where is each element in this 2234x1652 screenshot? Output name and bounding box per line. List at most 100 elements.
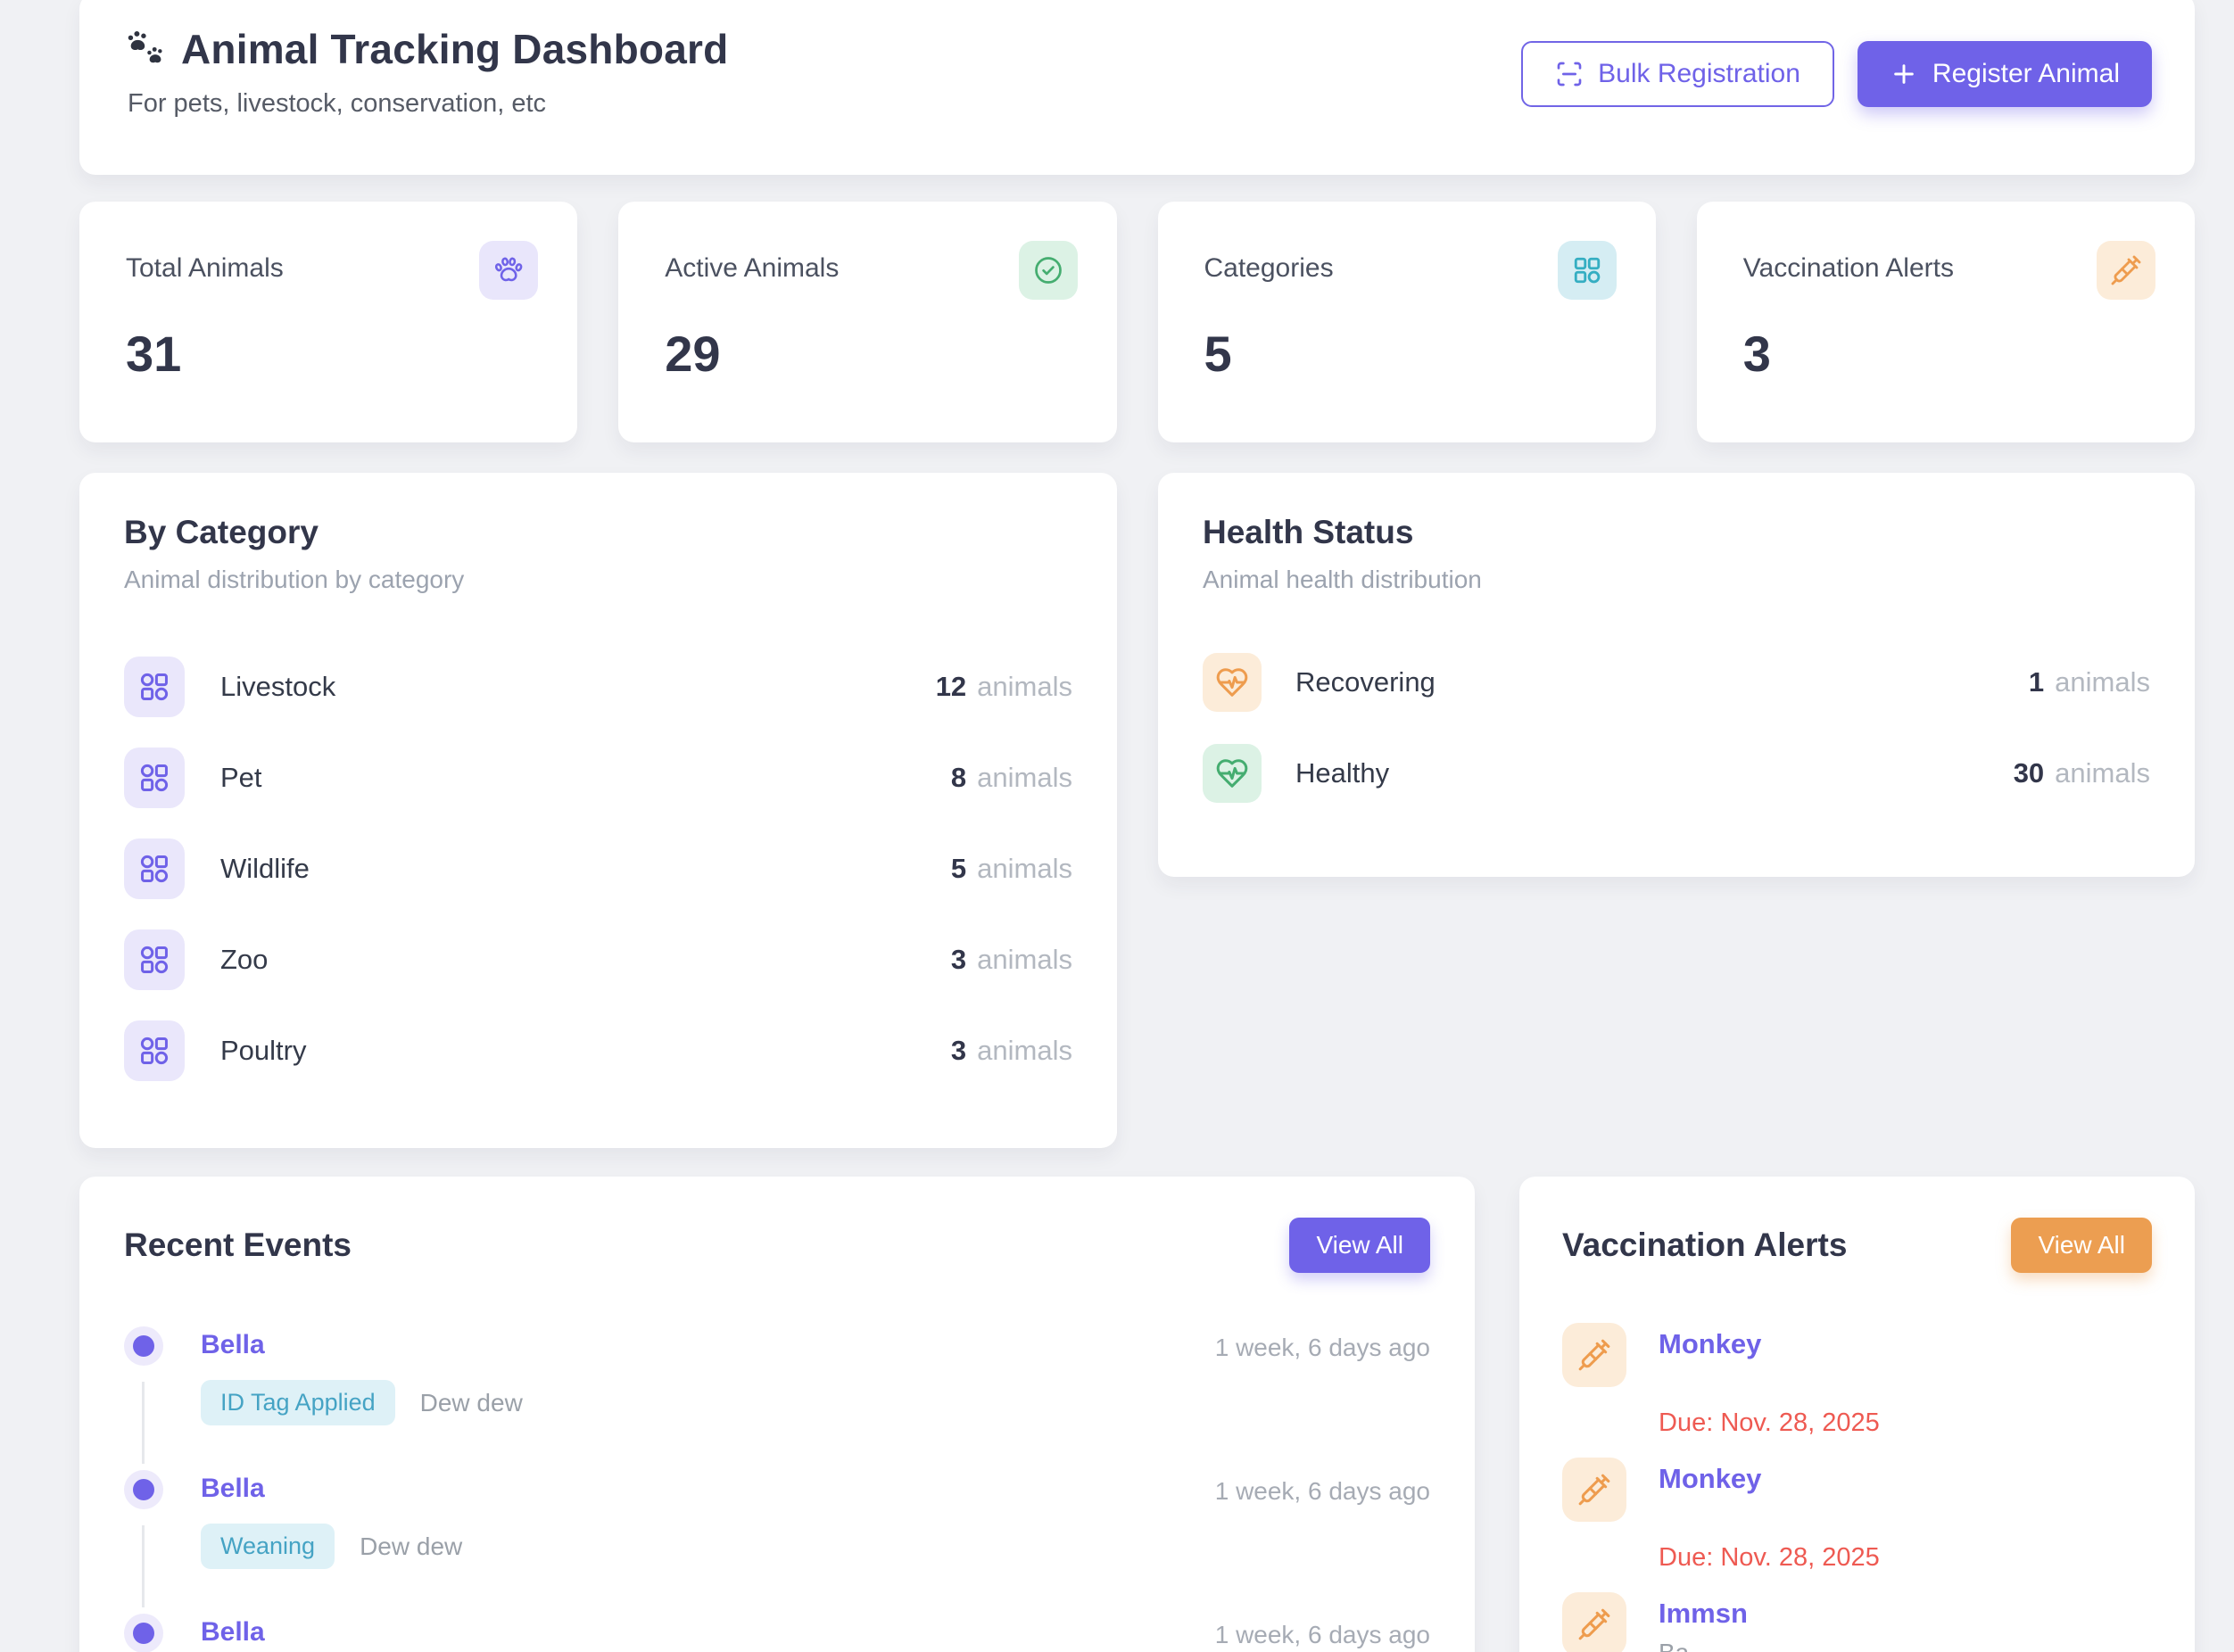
register-animal-button[interactable]: Register Animal: [1857, 41, 2152, 107]
timeline-connector: [142, 1382, 145, 1464]
event-row: Bella Medical Treatment Dew dew 1 week, …: [124, 1617, 1430, 1652]
event-type-badge: ID Tag Applied: [201, 1380, 395, 1425]
category-row-poultry: Poultry 3 animals: [124, 1020, 1072, 1081]
event-description: Dew dew: [419, 1388, 523, 1417]
stat-value: 29: [665, 326, 721, 382]
stat-value: 31: [126, 326, 182, 382]
vaccination-alerts-card: Vaccination Alerts View All Monkey Due: …: [1519, 1177, 2195, 1652]
stat-label: Active Animals: [665, 253, 840, 283]
stat-value: 3: [1742, 326, 1771, 382]
stat-label: Vaccination Alerts: [1742, 253, 1954, 283]
alert-body: Monkey Due: Nov. 28, 2025: [1659, 1458, 1880, 1573]
syringe-icon: [1562, 1458, 1626, 1522]
event-body: Bella ID Tag Applied Dew dew: [201, 1330, 1215, 1425]
category-count: 8: [950, 762, 967, 793]
health-status-card: Health Status Animal health distribution…: [1158, 473, 2195, 877]
categories-icon: [124, 748, 185, 808]
event-timestamp: 1 week, 6 days ago: [1214, 1477, 1430, 1505]
alert-description: [1659, 1369, 1880, 1401]
health-status-list: Recovering 1 animals Healthy 30 animals: [1203, 653, 2150, 803]
alert-row: Monkey Due: Nov. 28, 2025: [1562, 1458, 2152, 1573]
paw-icon: [479, 241, 539, 300]
event-animal-link[interactable]: Bella: [201, 1330, 265, 1359]
health-unit: animals: [2055, 666, 2150, 698]
by-category-title: By Category: [124, 514, 319, 550]
event-row: Bella Weaning Dew dew 1 week, 6 days ago: [124, 1474, 1430, 1607]
stat-value: 5: [1204, 326, 1232, 382]
category-count: 12: [935, 671, 967, 702]
event-dot-icon: [133, 1623, 154, 1644]
syringe-icon: [1562, 1323, 1626, 1387]
health-status-title: Health Status: [1203, 514, 1414, 550]
syringe-icon: [1562, 1592, 1626, 1652]
category-count: 3: [950, 1035, 967, 1066]
bulk-registration-button[interactable]: Bulk Registration: [1521, 41, 1834, 107]
event-timestamp: 1 week, 6 days ago: [1214, 1334, 1430, 1361]
stat-label: Total Animals: [126, 253, 284, 283]
category-label: Poultry: [220, 1035, 307, 1066]
stat-label: Categories: [1204, 253, 1334, 283]
category-unit: animals: [977, 671, 1072, 702]
event-animal-link[interactable]: Bella: [201, 1474, 265, 1503]
category-label: Zoo: [220, 944, 269, 975]
alert-row: Monkey Due: Nov. 28, 2025: [1562, 1323, 2152, 1438]
alert-description: [1659, 1504, 1880, 1536]
category-unit: animals: [977, 1035, 1072, 1066]
timeline-connector: [142, 1525, 145, 1607]
alert-animal-link[interactable]: Immsn: [1659, 1598, 1748, 1629]
event-list: Bella ID Tag Applied Dew dew 1 week, 6 d…: [124, 1330, 1430, 1652]
scan-line-icon: [1557, 62, 1582, 87]
event-animal-link[interactable]: Bella: [201, 1617, 265, 1647]
page-subtitle: For pets, livestock, conservation, etc: [128, 89, 547, 118]
event-description: Dew dew: [360, 1532, 463, 1560]
health-count: 30: [2013, 757, 2045, 789]
category-list: Livestock 12 animals Pet 8 animals Wildl…: [124, 657, 1072, 1081]
heart-pulse-icon: [1203, 744, 1262, 803]
recent-events-title: Recent Events: [124, 1227, 352, 1263]
alert-row: Immsn Ba: [1562, 1592, 2152, 1652]
alert-body: Monkey Due: Nov. 28, 2025: [1659, 1323, 1880, 1438]
event-row: Bella ID Tag Applied Dew dew 1 week, 6 d…: [124, 1330, 1430, 1464]
header-text-block: Animal Tracking Dashboard For pets, live…: [126, 25, 728, 119]
categories-icon: [124, 657, 185, 717]
by-category-subtitle: Animal distribution by category: [124, 566, 465, 593]
category-row-zoo: Zoo 3 animals: [124, 929, 1072, 990]
categories-icon: [124, 838, 185, 899]
category-label: Wildlife: [220, 853, 310, 884]
bulk-registration-label: Bulk Registration: [1598, 59, 1800, 88]
heart-pulse-icon: [1203, 653, 1262, 712]
vaccination-alerts-title: Vaccination Alerts: [1562, 1227, 1848, 1263]
paw-prints-icon: [128, 30, 162, 63]
category-unit: animals: [977, 944, 1072, 975]
register-animal-label: Register Animal: [1932, 59, 2120, 88]
category-label: Livestock: [220, 671, 336, 702]
alert-animal-link[interactable]: Monkey: [1659, 1463, 1762, 1494]
alert-list: Monkey Due: Nov. 28, 2025 Monkey Due: No…: [1562, 1323, 2152, 1652]
stat-card-vaccination-alerts: Vaccination Alerts 3: [1696, 202, 2195, 442]
category-row-wildlife: Wildlife 5 animals: [124, 838, 1072, 899]
event-body: Bella Medical Treatment Dew dew: [201, 1617, 1215, 1652]
recent-events-view-all-button[interactable]: View All: [1289, 1218, 1430, 1273]
alert-body: Immsn Ba: [1659, 1592, 1748, 1652]
stat-card-total-animals: Total Animals 31: [79, 202, 578, 442]
health-label: Healthy: [1295, 757, 1390, 789]
categories-icon: [124, 1020, 185, 1081]
stat-card-categories: Categories 5: [1157, 202, 1656, 442]
recent-events-card: Recent Events View All Bella ID Tag Appl…: [79, 1177, 1475, 1652]
stat-card-active-animals: Active Animals 29: [618, 202, 1117, 442]
event-timestamp: 1 week, 6 days ago: [1214, 1621, 1430, 1648]
vaccination-alerts-view-all-button[interactable]: View All: [2011, 1218, 2152, 1273]
alert-animal-link[interactable]: Monkey: [1659, 1328, 1762, 1359]
page-title: Animal Tracking Dashboard: [181, 26, 729, 72]
health-unit: animals: [2055, 757, 2150, 789]
event-dot-icon: [133, 1479, 154, 1500]
event-dot-icon: [133, 1335, 154, 1357]
by-category-card: By Category Animal distribution by categ…: [79, 473, 1117, 1148]
stats-row: Total Animals 31 Active Animals 29 Categ…: [79, 202, 2195, 442]
dashboard-page: Animal Tracking Dashboard For pets, live…: [79, 0, 2195, 1652]
category-row-livestock: Livestock 12 animals: [124, 657, 1072, 717]
alert-due-date: Due: Nov. 28, 2025: [1659, 1408, 1880, 1437]
health-status-subtitle: Animal health distribution: [1203, 566, 1482, 593]
category-count: 5: [950, 853, 967, 884]
categories-icon: [124, 929, 185, 990]
